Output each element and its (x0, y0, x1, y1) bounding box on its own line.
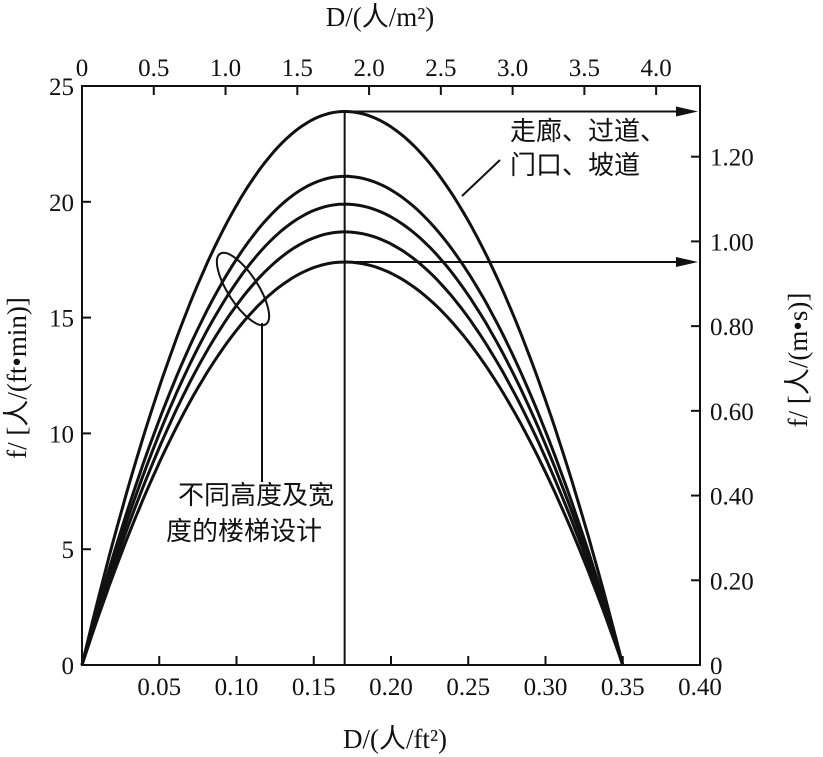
x2-tick-label: 0 (76, 55, 89, 82)
annotation-corridor-line2: 门口、坡道 (510, 151, 640, 181)
max-flow-arrow-head (676, 106, 698, 117)
series-curve-5 (80, 260, 625, 666)
x2-axis-title: D/(人/m²) (326, 2, 435, 32)
y2-tick-label: 0 (710, 653, 723, 680)
x-tick-label: 0.05 (137, 674, 181, 701)
x2-tick-label: 4.0 (641, 55, 672, 82)
y2-tick-label: 0.60 (710, 399, 754, 426)
x2-tick-label: 2.0 (353, 55, 384, 82)
series-curve-2 (80, 174, 625, 666)
series-curve-3 (80, 202, 625, 666)
y2-tick-label: 0.40 (710, 484, 754, 511)
x2-tick-label: 3.0 (497, 55, 528, 82)
x-tick-label: 0.20 (369, 674, 413, 701)
y-tick-label: 0 (62, 653, 75, 680)
annotation-group (215, 106, 698, 665)
y-tick-label: 10 (49, 421, 74, 448)
x-tick-label: 0.10 (215, 674, 259, 701)
x2-tick-label: 3.5 (569, 55, 600, 82)
x-tick-label: 0.15 (292, 674, 336, 701)
y2-tick-label: 0.20 (710, 568, 754, 595)
curve-group (80, 110, 625, 666)
stair-max-flow-arrow-head (676, 257, 698, 268)
annotation-stairs-line2: 度的楼梯设计 (166, 517, 322, 547)
series-curve-4 (80, 230, 625, 666)
x-axis-title: D/(人/ft²) (343, 724, 447, 754)
x-tick-label: 0.40 (678, 674, 722, 701)
stair-curves-ellipse (215, 251, 271, 327)
annotation-stairs-line1: 不同高度及宽 (178, 481, 334, 511)
x-tick-label: 0.30 (524, 674, 568, 701)
y-tick-label: 15 (49, 306, 74, 333)
x2-tick-label: 1.5 (282, 55, 313, 82)
y2-axis-title: f/ [人/(m•s)] (783, 293, 813, 428)
axis-ticks: 0.05 0.10 0.15 0.20 0.25 0.30 0.35 0.4005101520… (49, 55, 754, 701)
x-tick-label: 0.35 (601, 674, 645, 701)
corridor-leader (461, 159, 501, 197)
x2-tick-label: 2.5 (425, 55, 456, 82)
annotation-corridor-line1: 走廊、过道、 (510, 117, 666, 147)
y-tick-label: 20 (49, 190, 74, 217)
y-tick-label: 25 (49, 74, 74, 101)
series-curve-1 (80, 110, 625, 666)
x-tick-label: 0.25 (446, 674, 490, 701)
y-axis-title: f/ [人/(ft•min)] (2, 297, 32, 459)
y2-tick-label: 1.20 (710, 145, 754, 172)
x2-tick-label: 1.0 (210, 55, 241, 82)
y-tick-label: 5 (62, 537, 75, 564)
y2-tick-label: 0.80 (710, 314, 754, 341)
x2-tick-label: 0.5 (138, 55, 169, 82)
y2-tick-label: 1.00 (710, 229, 754, 256)
